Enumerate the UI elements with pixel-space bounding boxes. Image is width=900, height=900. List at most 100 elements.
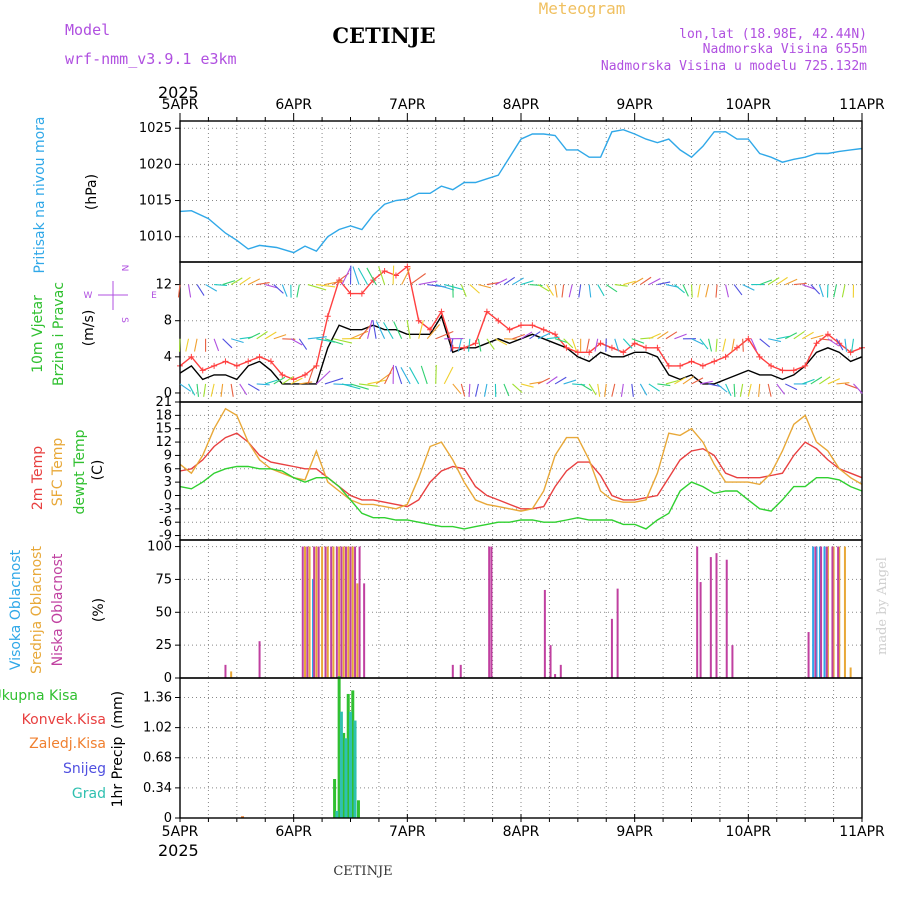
time-label: 6APR bbox=[275, 824, 312, 840]
wind-arrow bbox=[529, 381, 543, 385]
wind-arrow bbox=[264, 331, 277, 340]
cloud-bar-niska-oblacnost bbox=[363, 583, 366, 678]
precip-bar-ukupna-kisa bbox=[342, 732, 346, 818]
wind-gust-marker bbox=[438, 308, 445, 315]
wind-arrow bbox=[298, 338, 308, 350]
wind-gust-marker bbox=[313, 362, 320, 369]
wind-arrow bbox=[742, 338, 744, 352]
wind-gust-marker bbox=[290, 376, 297, 383]
wind-arrow bbox=[546, 336, 560, 340]
cloud-bar-srednja-oblacnost bbox=[321, 546, 324, 678]
wind-gust-marker bbox=[790, 367, 797, 374]
wind-arrow bbox=[210, 383, 215, 397]
wind-arrow bbox=[185, 338, 190, 352]
precip-bar-ukupna-kisa bbox=[346, 693, 350, 818]
cloud-bar-niska-oblacnost bbox=[335, 546, 338, 678]
cloud-bar-srednja-oblacnost bbox=[326, 546, 329, 678]
temperature-ytick-label: 18 bbox=[155, 408, 172, 423]
wind-arrow bbox=[759, 279, 773, 286]
temp-unit: (C) bbox=[90, 460, 106, 481]
wind-arrow bbox=[554, 338, 568, 344]
wind-arrow bbox=[179, 383, 192, 392]
wind-arrow bbox=[384, 366, 394, 385]
wind-arrow bbox=[247, 332, 261, 340]
wind-arrow bbox=[705, 284, 710, 298]
wind-arrow bbox=[810, 334, 824, 340]
cloud-bar-niska-oblacnost bbox=[324, 546, 327, 678]
wind-arrow bbox=[571, 338, 578, 352]
wind-arrow bbox=[722, 338, 727, 352]
wind-arrow bbox=[222, 338, 233, 349]
wind-gust-marker bbox=[802, 362, 809, 369]
wind-gust-marker bbox=[813, 340, 820, 347]
wind-legend-s: S bbox=[119, 317, 129, 323]
wind-arrow bbox=[836, 382, 850, 385]
year-label-top: 2025 bbox=[158, 83, 199, 102]
wind-arrow bbox=[725, 383, 732, 396]
cloud-bar-niska-oblacnost bbox=[358, 546, 361, 678]
wind-arrow bbox=[844, 338, 848, 352]
wind-arrow bbox=[733, 284, 743, 296]
wind-arrow bbox=[631, 338, 645, 344]
wind-arrow bbox=[468, 383, 471, 397]
wind-arrow bbox=[475, 383, 479, 397]
cloud-ytick-label: 50 bbox=[155, 605, 172, 620]
wind-arrow bbox=[357, 267, 369, 285]
wind-arrow bbox=[307, 365, 315, 385]
cloud-ytick-label: 75 bbox=[155, 572, 172, 587]
wind-arrow bbox=[733, 383, 736, 397]
wind-unit: (m/s) bbox=[81, 310, 97, 347]
temperature-ytick-label: 0 bbox=[164, 488, 172, 503]
wind-line-brzina-vjetra bbox=[179, 314, 863, 385]
precip-bar-ukupna-kisa bbox=[351, 690, 355, 818]
wind-arrow bbox=[631, 277, 644, 286]
precip-bar-grad bbox=[335, 810, 339, 818]
wind-arrow bbox=[426, 324, 441, 340]
wind-arrow bbox=[520, 280, 534, 286]
temperature-ytick-label: 15 bbox=[155, 422, 172, 437]
wind-gust-marker bbox=[267, 358, 274, 365]
wind-arrow bbox=[239, 276, 251, 286]
precip-legend-snow: Snijeg bbox=[63, 761, 106, 777]
wind-gust-marker bbox=[711, 358, 718, 365]
wind-gust-marker bbox=[222, 358, 229, 365]
station-coords: lon,lat (18.98E, 42.44N) bbox=[679, 27, 867, 42]
temp-ylabel-sfc: SFC Temp bbox=[50, 438, 66, 507]
wind-arrow bbox=[588, 383, 597, 396]
wind-arrow bbox=[512, 277, 524, 286]
wind-arrow bbox=[400, 367, 411, 385]
precip-unit: (mm) bbox=[110, 691, 126, 729]
wind-arrow bbox=[324, 377, 344, 385]
precip-ytick-label: 0.68 bbox=[143, 751, 172, 766]
wind-arrow bbox=[674, 333, 687, 340]
wind-arrow bbox=[281, 376, 294, 385]
wind-arrow bbox=[265, 379, 278, 385]
wind-panel: 0 4 8 12 bbox=[155, 261, 865, 403]
cloud-bar-niska-oblacnost bbox=[224, 664, 227, 678]
pressure-ytick-label: 1025 bbox=[139, 121, 172, 136]
wind-arrow bbox=[383, 322, 394, 340]
time-label: 8APR bbox=[503, 97, 540, 113]
wind-arrow bbox=[296, 284, 300, 298]
cloud-bar-niska-oblacnost bbox=[549, 645, 552, 678]
cloud-ytick-label: 100 bbox=[147, 540, 172, 555]
wind-arrow bbox=[742, 284, 755, 291]
pressure-unit: (hPa) bbox=[84, 174, 100, 210]
precip-bar-grad bbox=[353, 720, 357, 818]
plot-layer: 101010151020102504812-9-6-30369121518210… bbox=[139, 97, 885, 840]
wind-arrow bbox=[691, 377, 704, 385]
precip-bar-zaledj-kisa bbox=[241, 816, 245, 818]
wind-arrow bbox=[747, 383, 752, 397]
wind-arrow bbox=[230, 277, 243, 286]
wind-gust-marker bbox=[199, 367, 206, 374]
wind-arrow bbox=[188, 383, 196, 396]
wind-arrow bbox=[563, 338, 574, 349]
cloud-bar-niska-oblacnost bbox=[313, 546, 316, 678]
temperature-line-2m-temp bbox=[179, 432, 863, 510]
cloud-ylabel-mid: Srednja Oblacnost bbox=[29, 546, 45, 674]
wind-arrow bbox=[512, 383, 523, 394]
wind-arrow bbox=[810, 284, 821, 295]
cloud-bar-niska-oblacnost bbox=[559, 664, 562, 678]
wind-arrow bbox=[580, 383, 593, 392]
